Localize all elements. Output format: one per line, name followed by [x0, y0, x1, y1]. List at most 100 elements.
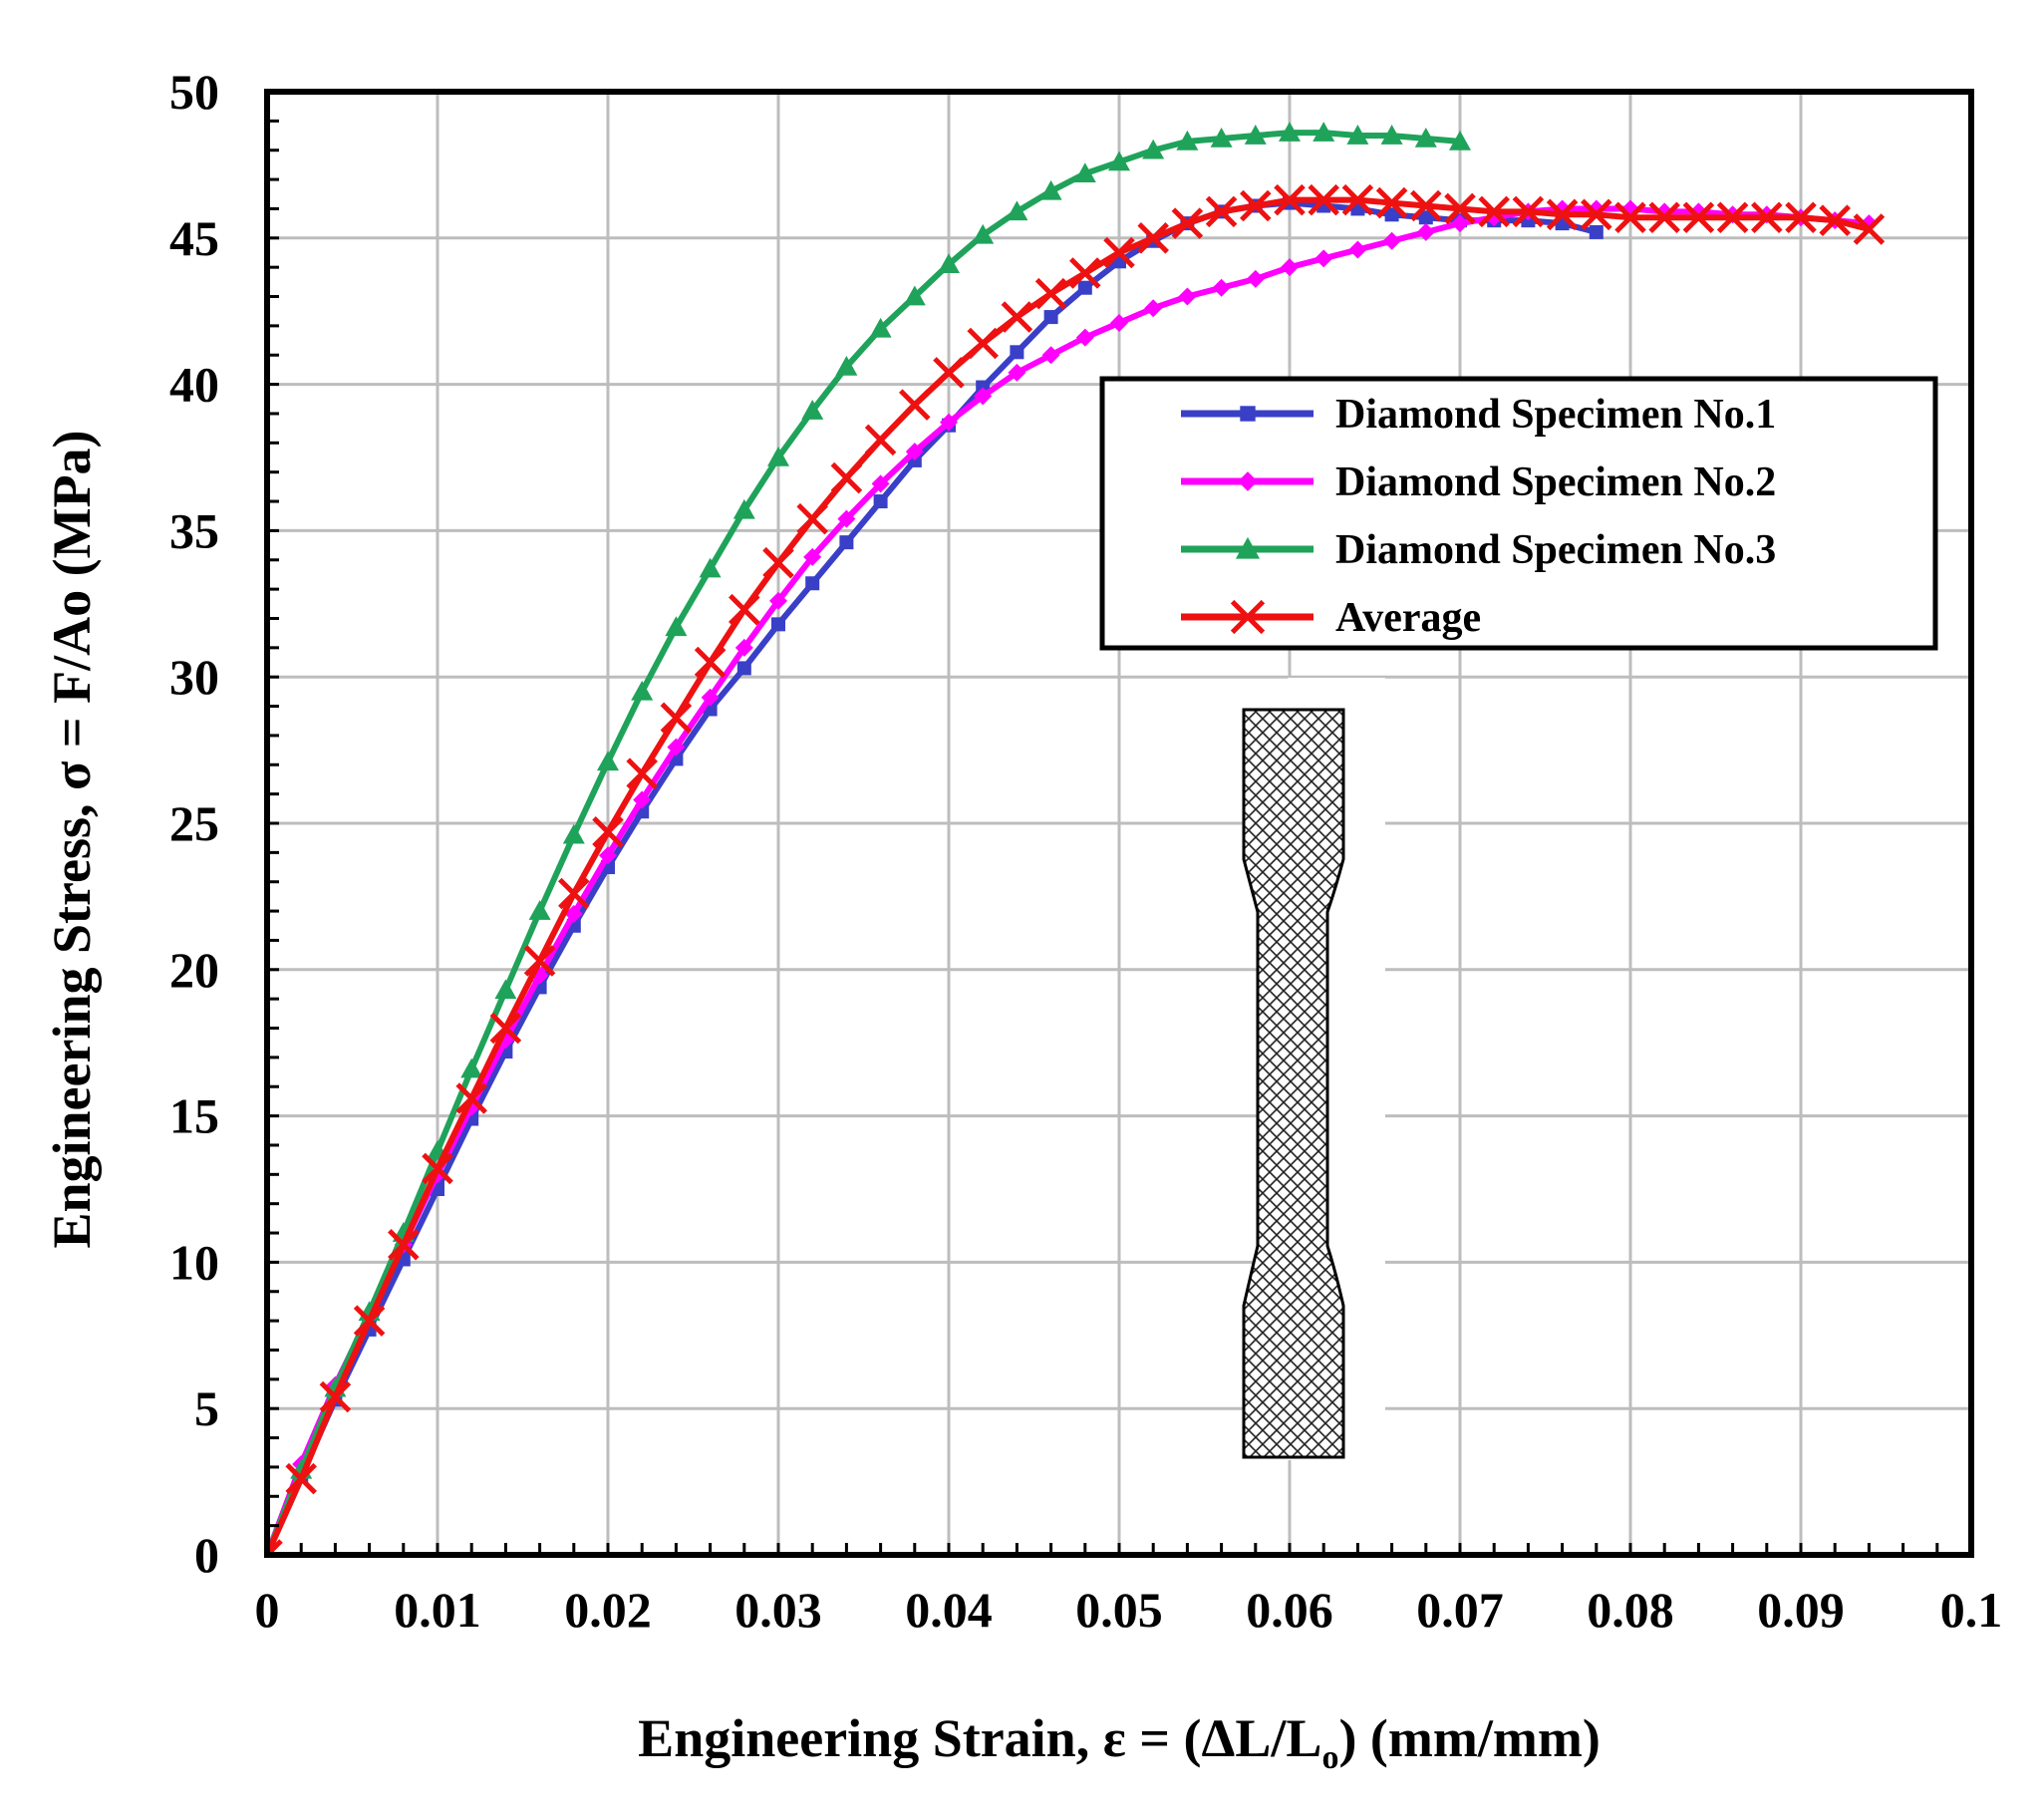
- data-point: [1176, 130, 1199, 151]
- legend-item: Diamond Specimen No.1: [1181, 392, 1776, 438]
- data-point: [933, 357, 965, 389]
- data-point: [562, 823, 585, 844]
- data-point: [564, 905, 583, 924]
- data-point: [1210, 127, 1233, 148]
- data-point: [1819, 204, 1851, 236]
- data-point: [903, 285, 926, 306]
- data-point: [1451, 214, 1469, 233]
- data-point: [1348, 240, 1367, 259]
- data-point: [489, 1012, 522, 1045]
- data-point: [1103, 236, 1135, 269]
- data-point: [1279, 122, 1301, 142]
- series-line: [267, 196, 1871, 1555]
- legend-item: Diamond Specimen No.3: [1181, 527, 1776, 573]
- data-point: [1008, 363, 1026, 382]
- data-point: [1648, 201, 1680, 234]
- data-point: [1137, 222, 1169, 254]
- x-tick-label: 0: [255, 1582, 280, 1638]
- data-point: [1041, 346, 1060, 365]
- data-point: [1240, 189, 1272, 222]
- data-point: [455, 1082, 487, 1114]
- x-tick-label: 0.05: [1075, 1582, 1163, 1638]
- data-point: [769, 591, 787, 610]
- y-tick-label: 30: [169, 649, 219, 705]
- data-point: [839, 535, 854, 550]
- data-point: [869, 317, 892, 338]
- data-point: [528, 900, 551, 920]
- data-point: [694, 646, 727, 679]
- data-point: [1171, 207, 1204, 239]
- legend-marker: [1240, 406, 1256, 422]
- legend-label: Average: [1335, 595, 1481, 641]
- data-point: [830, 461, 863, 494]
- x-tick-label: 0.01: [394, 1582, 481, 1638]
- data-point: [1205, 195, 1238, 228]
- dogbone-specimen-illustration: [1242, 678, 1385, 1460]
- data-point: [1110, 313, 1128, 332]
- y-tick-label: 50: [169, 64, 219, 120]
- data-point: [1314, 249, 1333, 268]
- data-point: [899, 389, 931, 421]
- data-point: [1001, 301, 1033, 333]
- data-point: [1751, 201, 1783, 234]
- data-point: [1341, 183, 1374, 216]
- data-point: [1416, 222, 1435, 241]
- series-line: [267, 199, 1598, 1555]
- data-point: [1380, 125, 1403, 145]
- y-tick-label: 0: [194, 1527, 219, 1583]
- data-point: [701, 688, 720, 707]
- data-point: [1244, 125, 1267, 145]
- data-point: [1384, 207, 1399, 222]
- x-tick-label: 0.09: [1757, 1582, 1845, 1638]
- x-tick-label: 0.08: [1587, 1582, 1674, 1638]
- y-tick-label: 10: [169, 1234, 219, 1290]
- data-point: [592, 816, 624, 848]
- x-tick-label: 0.04: [905, 1582, 993, 1638]
- x-tick-label: 0.03: [734, 1582, 822, 1638]
- y-axis-title: Engineering Stress, σ = F/Ao (MPa): [42, 430, 102, 1248]
- data-point: [1069, 257, 1101, 289]
- data-point: [938, 253, 960, 274]
- data-point: [599, 846, 617, 865]
- y-axis-ticks: 0 5 10 15 20 25 30 35 40 45 50: [169, 64, 279, 1583]
- data-point: [267, 1539, 283, 1555]
- data-point: [1246, 269, 1265, 288]
- data-point: [771, 617, 785, 632]
- data-point: [1142, 139, 1165, 159]
- y-tick-label: 20: [169, 942, 219, 998]
- data-point: [871, 474, 890, 493]
- data-point: [873, 494, 888, 509]
- data-point: [1039, 179, 1062, 200]
- data-point: [1614, 201, 1646, 234]
- data-point: [1308, 183, 1339, 216]
- x-axis-ticks: 0 0.01 0.02 0.03 0.04 0.05 0.06 0.07 0.08 0.09 0.1: [255, 1543, 2003, 1638]
- data-point: [1144, 299, 1163, 318]
- y-tick-label: 25: [169, 795, 219, 851]
- x-tick-label: 0.07: [1416, 1582, 1504, 1638]
- data-point: [905, 443, 924, 461]
- x-tick-label: 0.02: [564, 1582, 652, 1638]
- series-4: [267, 183, 1886, 1555]
- data-point: [1581, 198, 1612, 231]
- data-point: [1077, 280, 1092, 295]
- x-tick-label: 0.1: [1940, 1582, 2003, 1638]
- data-point: [796, 502, 828, 535]
- data-point: [597, 751, 619, 771]
- y-tick-label: 5: [194, 1380, 219, 1436]
- y-tick-label: 15: [169, 1088, 219, 1144]
- data-point: [1478, 195, 1510, 228]
- data-point: [1108, 151, 1130, 171]
- data-point: [801, 400, 824, 420]
- data-point: [1716, 201, 1749, 234]
- data-point: [1418, 210, 1433, 225]
- grid-lines: [265, 90, 1973, 1557]
- data-point: [1043, 310, 1058, 325]
- data-point: [388, 1229, 420, 1261]
- data-point: [353, 1305, 386, 1337]
- data-point: [494, 979, 517, 1000]
- data-point: [631, 680, 654, 701]
- legend-label: Diamond Specimen No.1: [1335, 392, 1776, 438]
- data-point: [762, 546, 794, 579]
- chart-legend: Diamond Specimen No.1 Diamond Specimen No…: [1099, 376, 1938, 651]
